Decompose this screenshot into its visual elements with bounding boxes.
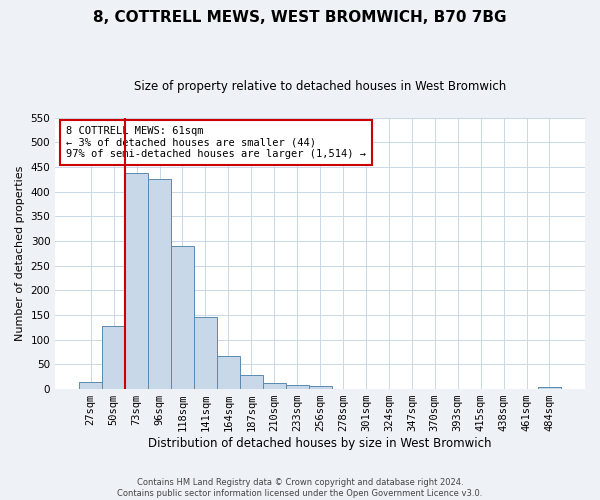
Bar xyxy=(263,382,286,389)
Bar xyxy=(125,173,148,389)
Y-axis label: Number of detached properties: Number of detached properties xyxy=(15,166,25,341)
Bar xyxy=(79,382,102,389)
X-axis label: Distribution of detached houses by size in West Bromwich: Distribution of detached houses by size … xyxy=(148,437,492,450)
Bar xyxy=(286,385,308,389)
Bar xyxy=(171,246,194,389)
Text: 8 COTTRELL MEWS: 61sqm
← 3% of detached houses are smaller (44)
97% of semi-deta: 8 COTTRELL MEWS: 61sqm ← 3% of detached … xyxy=(66,126,366,159)
Bar xyxy=(194,317,217,389)
Bar xyxy=(240,375,263,389)
Bar xyxy=(217,356,240,389)
Title: Size of property relative to detached houses in West Bromwich: Size of property relative to detached ho… xyxy=(134,80,506,93)
Bar xyxy=(148,180,171,389)
Bar xyxy=(308,386,332,389)
Bar xyxy=(538,386,561,389)
Text: 8, COTTRELL MEWS, WEST BROMWICH, B70 7BG: 8, COTTRELL MEWS, WEST BROMWICH, B70 7BG xyxy=(93,10,507,25)
Text: Contains HM Land Registry data © Crown copyright and database right 2024.
Contai: Contains HM Land Registry data © Crown c… xyxy=(118,478,482,498)
Bar xyxy=(102,326,125,389)
